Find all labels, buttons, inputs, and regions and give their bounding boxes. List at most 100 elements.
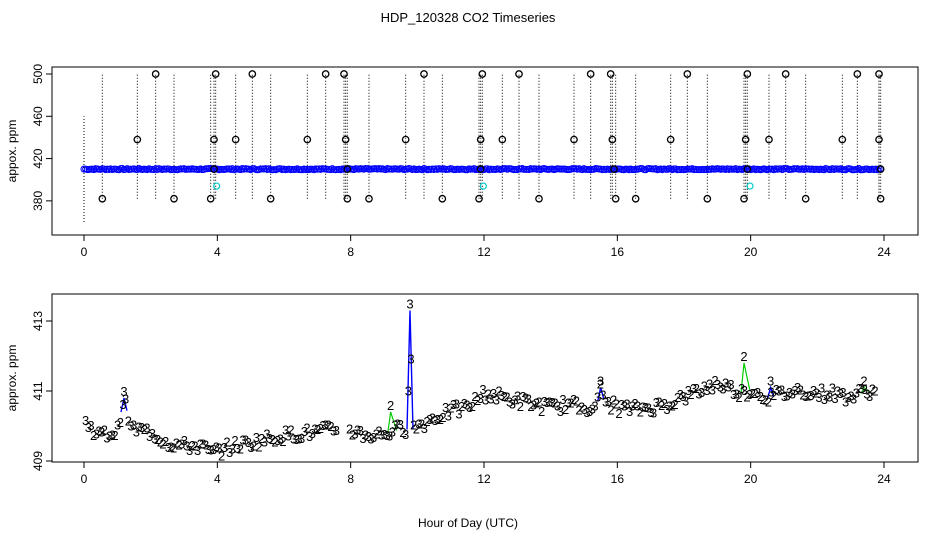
outlier-point	[853, 70, 862, 78]
marker-label-3: 3	[741, 383, 748, 398]
marker-label-3: 3	[634, 398, 641, 413]
marker-label-3: 3	[863, 387, 870, 402]
marker-label-3: 3	[775, 384, 782, 399]
marker-label-2: 2	[469, 399, 476, 414]
marker-label-3: 3	[285, 429, 292, 444]
outlier-point	[875, 70, 883, 78]
marker-label-3: 3	[253, 430, 260, 445]
top-y-axis: 380 420 460 500	[31, 64, 53, 211]
marker-label-3: 3	[543, 395, 550, 410]
marker-label-2: 2	[573, 393, 580, 408]
baseline-point	[578, 166, 586, 174]
marker-label-3: 3	[719, 382, 726, 397]
marker-label-3: 3	[767, 384, 774, 399]
marker-label-2: 2	[173, 436, 180, 451]
outlier-point	[631, 194, 640, 203]
marker-label-2: 2	[687, 387, 694, 402]
y-tick-label: 413	[31, 311, 45, 331]
marker-label-3: 3	[701, 378, 708, 393]
marker-label-2: 2	[458, 399, 465, 414]
outlier-point	[498, 135, 507, 144]
marker-label-3: 3	[194, 443, 201, 458]
marker-label-3: 3	[554, 398, 561, 413]
outlier-point	[210, 135, 218, 144]
marker-label-2: 2	[101, 422, 108, 437]
marker-label-3: 3	[498, 388, 505, 403]
marker-label-3: 3	[666, 399, 673, 414]
marker-label-2: 2	[797, 382, 804, 397]
marker-label-2: 2	[287, 423, 294, 438]
marker-label-3: 3	[215, 441, 222, 456]
marker-label-3: 3	[826, 390, 833, 405]
outlier-point	[343, 165, 352, 173]
marker-label-3: 3	[261, 434, 268, 449]
marker-label-3: 3	[274, 433, 281, 448]
marker-label-3: 3	[87, 418, 94, 433]
marker-label-3: 3	[714, 377, 721, 392]
marker-label-3: 3	[789, 386, 796, 401]
marker-label-3: 3	[263, 427, 270, 442]
marker-label-3: 3	[103, 431, 110, 446]
outlier-point	[610, 165, 618, 173]
marker-label-2: 2	[346, 422, 353, 437]
baseline-point	[115, 166, 123, 174]
marker-label-2: 2	[658, 398, 665, 413]
outlier-point	[478, 70, 487, 78]
marker-label-3: 3	[730, 387, 737, 402]
outlier-point	[98, 194, 107, 203]
marker-label-3: 3	[509, 397, 516, 412]
marker-label-3: 3	[541, 394, 548, 409]
marker-label-3: 3	[311, 421, 318, 436]
marker-label-2: 2	[423, 414, 430, 429]
marker-label-3: 3	[151, 431, 158, 446]
baseline-point	[90, 166, 98, 174]
flag-point	[213, 182, 221, 190]
marker-label-2: 2	[669, 399, 676, 414]
marker-label-3: 3	[802, 389, 809, 404]
marker-label-3: 3	[839, 385, 846, 400]
marker-label-3: 3	[415, 416, 422, 431]
marker-label-3: 3	[695, 386, 702, 401]
marker-label-3: 3	[239, 432, 246, 447]
marker-label-3: 3	[581, 402, 588, 417]
marker-label-3: 3	[837, 386, 844, 401]
x-axis-title: Hour of Day (UTC)	[418, 516, 518, 530]
marker-label-3: 3	[127, 419, 134, 434]
marker-label-2: 2	[503, 389, 510, 404]
marker-label-2: 2	[191, 439, 198, 454]
outlier-point	[341, 135, 350, 144]
marker-label-2: 2	[327, 419, 334, 434]
baseline-point	[228, 165, 236, 173]
marker-label-2: 2	[471, 389, 478, 404]
marker-label-3: 3	[594, 390, 601, 405]
top-panel: appox. ppm 0 4 8 12 16 20 24 380 420 460 500	[5, 64, 919, 259]
marker-label-2: 2	[517, 399, 524, 414]
marker-label-3: 3	[114, 418, 121, 433]
marker-label-2: 2	[394, 417, 401, 432]
marker-label-3: 3	[522, 391, 529, 406]
marker-label-3: 3	[679, 389, 686, 404]
outlier-point	[765, 135, 773, 144]
spike-line-3	[766, 385, 775, 399]
marker-label-3: 3	[549, 395, 556, 410]
y-tick-label: 409	[31, 451, 45, 471]
marker-label-2: 2	[575, 402, 582, 417]
flag-point	[746, 182, 754, 190]
marker-label-3: 3	[226, 445, 233, 460]
marker-label-3: 3	[210, 442, 217, 457]
marker-label-3: 3	[245, 435, 252, 450]
marker-label-3: 3	[629, 399, 636, 414]
marker-label-3: 3	[455, 406, 462, 421]
marker-label-3: 3	[861, 382, 868, 397]
marker-label-3: 3	[626, 404, 633, 419]
marker-label-3: 3	[463, 397, 470, 412]
outlier-point	[210, 165, 218, 173]
marker-label-3: 3	[149, 426, 156, 441]
outlier-point	[570, 135, 578, 144]
x-tick-label: 20	[744, 472, 758, 486]
baseline-point	[525, 166, 533, 174]
marker-label-3: 3	[109, 427, 116, 442]
marker-label-2: 2	[711, 373, 718, 388]
outlier-point	[170, 194, 178, 203]
marker-label-2: 2	[117, 415, 124, 430]
